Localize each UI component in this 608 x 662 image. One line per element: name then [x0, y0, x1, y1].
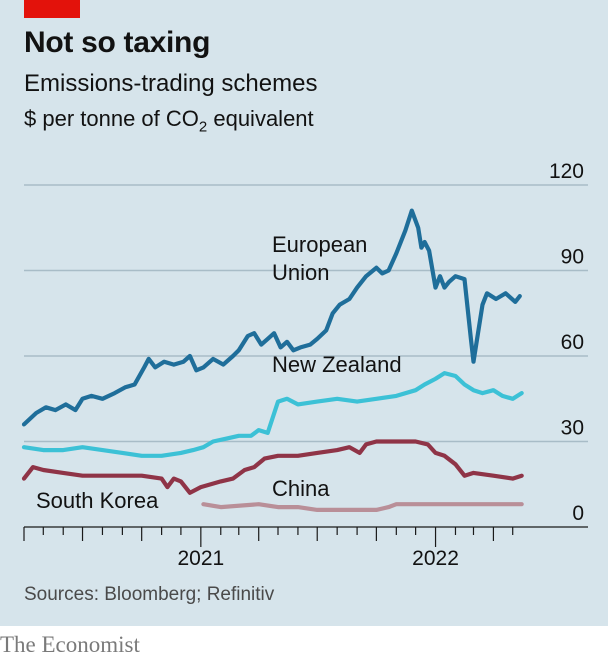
source-note: Sources: Bloomberg; Refinitiv [24, 584, 275, 605]
series-label-china: China [272, 476, 330, 501]
brand-wordmark: The Economist [0, 632, 140, 657]
unit-subscript: 2 [198, 118, 208, 136]
series-line-new-zealand [21, 371, 524, 458]
unit-prefix: $ per tonne of CO [24, 106, 199, 131]
y-tick-label-90: 90 [561, 246, 584, 269]
x-tick-label-2022: 2022 [412, 547, 459, 570]
y-tick-label-60: 60 [561, 331, 584, 354]
brand-red-tag [24, 0, 80, 18]
chart-title: Not so taxing [24, 26, 211, 59]
series-label-south-korea: South Korea [36, 488, 159, 513]
chart-panel [0, 0, 608, 626]
y-tick-label-30: 30 [561, 417, 584, 440]
series-line-south-korea [21, 439, 524, 495]
y-tick-label-0: 0 [572, 502, 584, 525]
x-tick-label-2021: 2021 [177, 547, 224, 570]
series-line-european-union [21, 208, 522, 427]
line-chart: 0 30 60 90 120 2021 2022 European Union New Zeala… [21, 160, 588, 570]
y-tick-label-120: 120 [549, 160, 584, 183]
unit-label: $ per tonne of CO2 equivalent [24, 106, 314, 135]
unit-suffix: equivalent [207, 106, 314, 131]
series-line-china [201, 502, 524, 512]
series-label-european-union-line-1: Union [272, 260, 329, 285]
chart-subtitle: Emissions-trading schemes [24, 70, 318, 97]
series-label-european-union-line-0: European [272, 232, 367, 257]
series-label-new-zealand: New Zealand [272, 352, 402, 377]
